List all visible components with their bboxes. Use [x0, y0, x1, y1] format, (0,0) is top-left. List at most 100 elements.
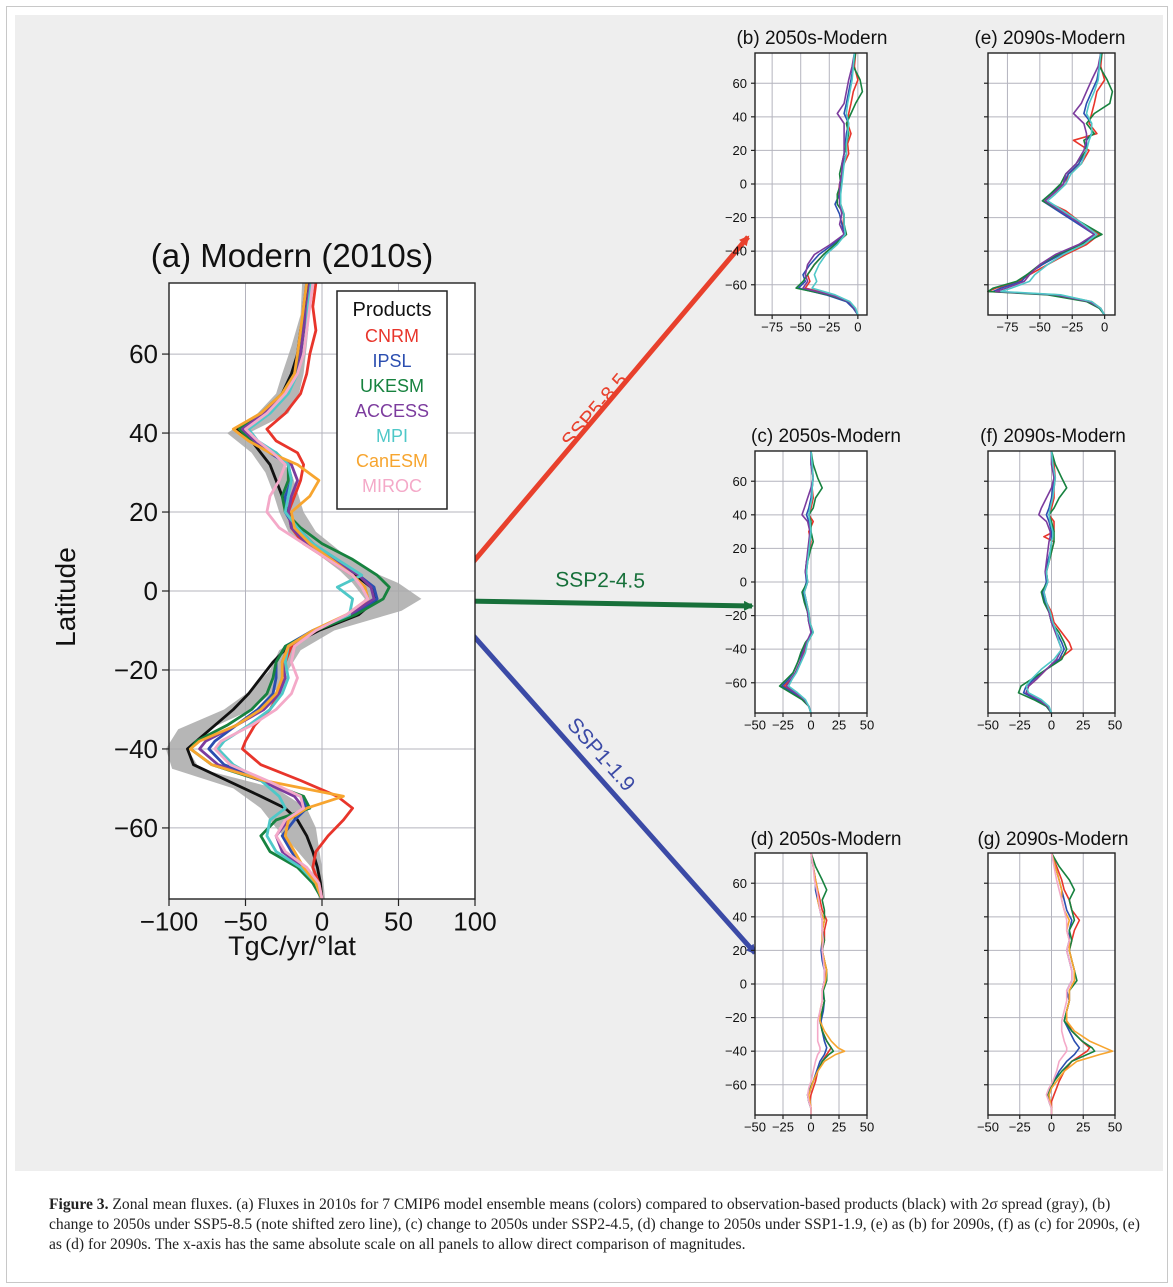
panel-g-plot: −50 −25 0 25 50	[977, 852, 1122, 1134]
x-tick-label: −50	[744, 717, 766, 732]
x-tick-label: −25	[772, 1119, 794, 1134]
x-tick-label: −50	[977, 1119, 999, 1134]
x-tick-label: −75	[761, 319, 783, 334]
x-tick-label: −50	[223, 907, 267, 937]
x-tick-label: 0	[807, 1119, 814, 1134]
legend: Products CNRM IPSL UKESM ACCESS MPI CanE…	[336, 290, 448, 510]
x-tick-label: 0	[1101, 319, 1108, 334]
x-tick-label: 50	[1108, 717, 1122, 732]
x-tick-label: −25	[1009, 717, 1031, 732]
y-tick-label: −60	[725, 1077, 747, 1092]
arrow-label-ssp119: SSP1-1.9	[562, 713, 639, 795]
y-tick-label: 20	[733, 943, 747, 958]
legend-entry: UKESM	[360, 376, 424, 396]
series-line-ukesm	[778, 450, 823, 714]
x-tick-label: −25	[1009, 1119, 1031, 1134]
y-tick-label: −60	[114, 813, 158, 843]
panel-g: (g) 2090s-Modern −50 −25 0 25 50	[977, 829, 1129, 1134]
y-tick-label: 40	[733, 909, 747, 924]
panel-d-plot: −50 −25 0 25 50 60 40 20 0 −20 −40 −60	[725, 852, 874, 1134]
panel-f: (f) 2090s-Modern −50 −25 0 25 50	[977, 426, 1126, 732]
caption-text: Zonal mean fluxes. (a) Fluxes in 2010s f…	[49, 1196, 1140, 1253]
y-tick-label: 40	[733, 507, 747, 522]
panel-f-title: (f) 2090s-Modern	[980, 426, 1126, 447]
panel-c-title: (c) 2050s-Modern	[751, 426, 901, 447]
panel-a-ylabel: Latitude	[50, 547, 81, 647]
x-tick-label: −25	[818, 319, 840, 334]
x-tick-label: −25	[772, 717, 794, 732]
x-tick-label: −50	[977, 717, 999, 732]
series-line-miroc	[213, 282, 370, 900]
legend-title: Products	[353, 299, 432, 321]
x-tick-label: 0	[854, 319, 861, 334]
series-line-miroc	[1045, 852, 1073, 1115]
x-tick-label: −100	[140, 907, 199, 937]
x-tick-label: 0	[807, 717, 814, 732]
y-tick-label: −20	[725, 210, 747, 225]
arrow-label-ssp245: SSP2-4.5	[555, 568, 645, 593]
arrow-ssp119	[461, 622, 757, 955]
x-tick-label: −50	[744, 1119, 766, 1134]
x-tick-label: −75	[996, 319, 1018, 334]
figure-canvas: SSP5-8.5 SSP2-4.5 SSP1-1.9 (a) Modern (2…	[50, 28, 1129, 1134]
legend-entry: MPI	[376, 426, 408, 446]
legend-entry: MIROC	[362, 476, 422, 496]
legend-entry: CNRM	[365, 326, 419, 346]
series-line-access	[198, 282, 376, 900]
x-tick-label: 0	[1048, 1119, 1055, 1134]
panel-a-xlabel: TgC/yr/°lat	[228, 931, 356, 961]
y-tick-label: 0	[740, 977, 747, 992]
x-tick-label: 0	[1048, 717, 1055, 732]
series-line-ukesm	[987, 52, 1114, 316]
panel-b-title: (b) 2050s-Modern	[736, 28, 887, 49]
y-tick-label: −60	[725, 277, 747, 292]
x-tick-label: 0	[315, 907, 329, 937]
legend-entry: ACCESS	[355, 401, 429, 421]
arrow-ssp585	[461, 235, 750, 576]
y-tick-label: 0	[144, 576, 158, 606]
y-tick-label: 20	[129, 497, 158, 527]
arrow-label-ssp585: SSP5-8.5	[557, 369, 633, 453]
y-tick-label: −40	[725, 244, 747, 259]
panel-b: (b) 2050s-Modern −75 −50 −25 0 60 40 20 0 −20 −40…	[725, 28, 888, 334]
arrow-ssp245	[462, 598, 754, 611]
x-tick-label: 25	[1076, 1119, 1090, 1134]
legend-entry: IPSL	[372, 351, 411, 371]
y-tick-label: −20	[114, 655, 158, 685]
y-tick-label: 60	[733, 474, 747, 489]
x-tick-label: −50	[1029, 319, 1051, 334]
panel-c: (c) 2050s-Modern −50 −25 0 25 50 60 40 20 0 −20 −4…	[725, 426, 901, 732]
y-tick-label: 60	[733, 76, 747, 91]
y-tick-label: 20	[733, 541, 747, 556]
panel-d-title: (d) 2050s-Modern	[750, 829, 901, 850]
y-tick-label: −20	[725, 1010, 747, 1025]
y-tick-label: 20	[733, 143, 747, 158]
x-tick-label: 50	[1108, 1119, 1122, 1134]
y-tick-label: −40	[114, 734, 158, 764]
x-tick-label: 25	[1076, 717, 1090, 732]
series-line-ukesm	[795, 52, 864, 316]
panel-f-plot: −50 −25 0 25 50	[977, 450, 1122, 732]
panel-d: (d) 2050s-Modern −50 −25 0 25 50 60 40 20 0 −20 −4…	[725, 829, 902, 1134]
series-line-mpi	[1000, 52, 1106, 316]
y-tick-label: 0	[740, 177, 747, 192]
series-line-mpi	[216, 282, 364, 900]
figure-area: SSP5-8.5 SSP2-4.5 SSP1-1.9 (a) Modern (2…	[15, 15, 1163, 1171]
caption-label: Figure 3.	[49, 1196, 109, 1213]
panel-e: (e) 2090s-Modern −75 −50 −25 0	[974, 28, 1125, 334]
panel-c-plot: −50 −25 0 25 50 60 40 20 0 −20 −40 −60	[725, 450, 874, 732]
series-line-ukesm	[189, 282, 391, 900]
y-tick-label: 40	[129, 418, 158, 448]
series-line-mpi	[787, 450, 814, 714]
y-tick-label: 60	[733, 876, 747, 891]
y-tick-label: 40	[733, 109, 747, 124]
series-line-miroc	[806, 852, 826, 1115]
series-line-access	[802, 52, 859, 316]
x-tick-label: −50	[790, 319, 812, 334]
series-line-ipsl	[781, 451, 814, 714]
figure-caption: Figure 3. Zonal mean fluxes. (a) Fluxes …	[49, 1195, 1144, 1255]
legend-box	[336, 290, 448, 510]
figure-frame: SSP5-8.5 SSP2-4.5 SSP1-1.9 (a) Modern (2…	[6, 6, 1168, 1283]
panel-a-title: (a) Modern (2010s)	[151, 237, 433, 274]
scenario-arrows: SSP5-8.5 SSP2-4.5 SSP1-1.9	[461, 235, 757, 955]
